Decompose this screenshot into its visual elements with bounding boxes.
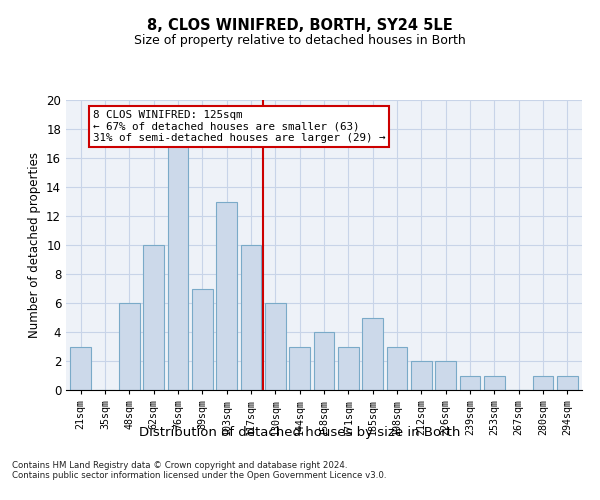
Bar xyxy=(484,376,505,390)
Bar xyxy=(338,346,359,390)
Y-axis label: Number of detached properties: Number of detached properties xyxy=(28,152,41,338)
Bar xyxy=(460,376,481,390)
Text: Contains HM Land Registry data © Crown copyright and database right 2024.
Contai: Contains HM Land Registry data © Crown c… xyxy=(12,460,386,480)
Bar xyxy=(411,361,432,390)
Bar xyxy=(265,303,286,390)
Text: Size of property relative to detached houses in Borth: Size of property relative to detached ho… xyxy=(134,34,466,47)
Bar xyxy=(362,318,383,390)
Bar xyxy=(533,376,553,390)
Bar xyxy=(289,346,310,390)
Bar xyxy=(436,361,456,390)
Bar xyxy=(70,346,91,390)
Bar xyxy=(386,346,407,390)
Text: Distribution of detached houses by size in Borth: Distribution of detached houses by size … xyxy=(139,426,461,439)
Bar xyxy=(557,376,578,390)
Bar xyxy=(167,144,188,390)
Bar xyxy=(216,202,237,390)
Bar xyxy=(241,245,262,390)
Bar xyxy=(119,303,140,390)
Bar xyxy=(192,288,212,390)
Bar xyxy=(143,245,164,390)
Text: 8, CLOS WINIFRED, BORTH, SY24 5LE: 8, CLOS WINIFRED, BORTH, SY24 5LE xyxy=(147,18,453,32)
Bar xyxy=(314,332,334,390)
Text: 8 CLOS WINIFRED: 125sqm
← 67% of detached houses are smaller (63)
31% of semi-de: 8 CLOS WINIFRED: 125sqm ← 67% of detache… xyxy=(93,110,385,144)
